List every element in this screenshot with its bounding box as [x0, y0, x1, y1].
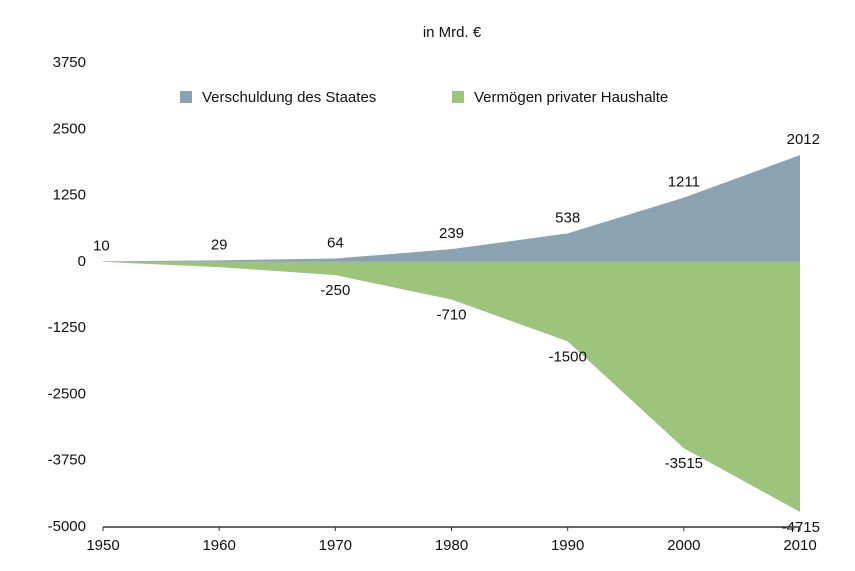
y-tick-label: -5000 — [48, 518, 86, 535]
data-label: -1500 — [548, 348, 586, 365]
data-label: 239 — [439, 225, 464, 242]
data-label: 1211 — [668, 174, 700, 191]
chart-title: in Mrd. € — [423, 24, 482, 41]
legend-label: Verschuldung des Staates — [202, 89, 376, 106]
y-tick-label: 2500 — [53, 120, 86, 137]
x-tick-label: 1990 — [551, 537, 584, 554]
x-tick-label: 2000 — [667, 537, 700, 554]
data-label: -4715 — [782, 519, 820, 536]
y-tick-label: 1250 — [53, 187, 86, 204]
y-tick-label: -2500 — [48, 385, 86, 402]
legend-label: Vermögen privater Haushalte — [474, 89, 668, 106]
data-label: 10 — [93, 237, 110, 254]
data-label: -3515 — [665, 455, 703, 472]
data-label: 29 — [211, 236, 228, 253]
area — [103, 261, 800, 512]
x-tick-label: 1950 — [86, 537, 119, 554]
data-label: -250 — [320, 282, 350, 299]
legend-swatch — [180, 91, 192, 103]
x-tick-label: 1960 — [202, 537, 235, 554]
y-tick-label: 3750 — [53, 54, 86, 71]
data-label: 2012 — [787, 131, 820, 148]
x-tick-label: 1970 — [319, 537, 352, 554]
x-tick-label: 1980 — [435, 537, 468, 554]
area — [103, 155, 800, 262]
y-tick-label: -1250 — [48, 319, 86, 336]
data-label: 64 — [327, 234, 344, 251]
y-tick-label: 0 — [78, 253, 86, 270]
data-label: 538 — [555, 209, 580, 226]
legend-swatch — [452, 91, 464, 103]
y-tick-label: -3750 — [48, 452, 86, 469]
x-tick-label: 2010 — [783, 537, 816, 554]
data-label: -710 — [436, 306, 466, 323]
